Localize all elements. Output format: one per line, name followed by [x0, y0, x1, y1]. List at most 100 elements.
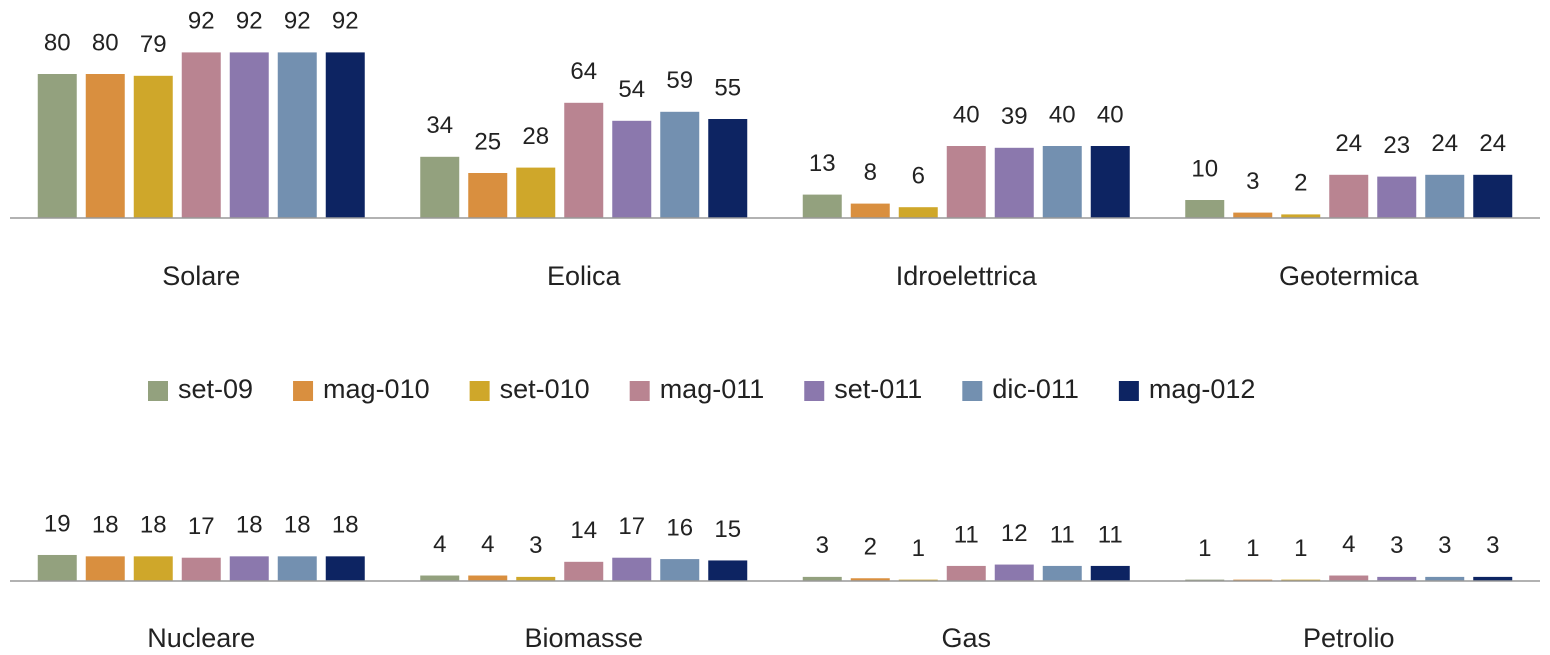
legend-swatch	[148, 381, 168, 401]
data-label: 11	[954, 521, 979, 548]
data-label: 24	[1431, 130, 1458, 157]
bar	[1377, 576, 1417, 581]
data-label: 1	[1246, 535, 1259, 562]
legend-label: set-010	[500, 374, 590, 404]
x-tick-label: Eolica	[547, 261, 622, 291]
bar	[181, 557, 221, 581]
bar	[277, 52, 317, 219]
bar	[325, 52, 365, 219]
data-label: 15	[714, 516, 741, 543]
bar	[564, 561, 604, 581]
x-tick-label: Nucleare	[147, 623, 255, 653]
bar	[802, 576, 842, 581]
bar	[1425, 576, 1465, 581]
data-label: 80	[44, 29, 71, 56]
bar	[660, 559, 700, 581]
bar	[994, 564, 1034, 581]
bar	[37, 554, 77, 581]
x-tick-label: Gas	[941, 623, 991, 653]
data-label: 3	[1246, 168, 1259, 195]
bar	[85, 74, 125, 218]
data-label: 17	[188, 513, 215, 540]
data-label: 54	[618, 76, 645, 103]
bar	[946, 146, 986, 218]
bar	[994, 147, 1034, 218]
bar	[1090, 146, 1130, 218]
data-label: 34	[426, 112, 453, 139]
bar	[229, 52, 269, 219]
bar	[708, 560, 748, 581]
legend-label: set-011	[834, 374, 922, 404]
data-label: 40	[1049, 101, 1076, 128]
data-label: 55	[714, 74, 741, 101]
data-label: 6	[912, 163, 925, 190]
bar	[708, 119, 748, 218]
data-label: 40	[953, 101, 980, 128]
legend-swatch	[804, 381, 825, 401]
bar	[1233, 212, 1273, 218]
data-label: 2	[1294, 170, 1307, 197]
data-label: 17	[618, 513, 645, 540]
bar	[516, 576, 556, 581]
bar	[229, 556, 269, 581]
bar	[468, 173, 508, 218]
bar	[564, 102, 604, 218]
bar	[325, 556, 365, 581]
legend-swatch	[293, 381, 314, 401]
bar	[1042, 146, 1082, 218]
bar	[1473, 576, 1513, 581]
bar	[1329, 174, 1369, 218]
data-label: 19	[44, 510, 71, 537]
bar	[85, 556, 125, 581]
data-label: 3	[816, 532, 829, 559]
legend-swatch	[469, 381, 490, 401]
bar	[1281, 214, 1321, 218]
data-label: 11	[1098, 521, 1123, 548]
bar	[1425, 174, 1465, 218]
data-label: 18	[236, 512, 263, 539]
data-label: 79	[140, 31, 167, 58]
data-label: 92	[284, 8, 311, 35]
data-label: 24	[1335, 130, 1362, 157]
bar	[946, 565, 986, 581]
data-label: 18	[140, 512, 167, 539]
bar	[1473, 174, 1513, 218]
bar	[1377, 176, 1417, 218]
x-tick-label: Solare	[162, 261, 240, 291]
data-label: 18	[284, 512, 311, 539]
legend-swatch	[629, 381, 650, 401]
bar	[802, 194, 842, 218]
data-label: 3	[1486, 532, 1499, 559]
data-label: 18	[92, 512, 119, 539]
bar	[612, 120, 652, 218]
legend-label: mag-011	[660, 374, 765, 404]
bar	[133, 75, 173, 218]
data-label: 1	[912, 535, 925, 562]
legend-label: mag-012	[1149, 374, 1256, 404]
bar	[1329, 575, 1369, 581]
data-label: 18	[332, 512, 359, 539]
data-label: 24	[1479, 130, 1506, 157]
bar	[1042, 565, 1082, 581]
data-label: 40	[1097, 101, 1124, 128]
data-label: 3	[1438, 532, 1451, 559]
x-tick-label: Geotermica	[1279, 261, 1420, 291]
data-label: 23	[1383, 132, 1410, 159]
bar	[37, 74, 77, 218]
bar	[1090, 565, 1130, 581]
data-label: 3	[529, 532, 542, 559]
bar	[420, 156, 460, 218]
data-label: 25	[474, 128, 501, 155]
legend-swatch	[962, 381, 983, 401]
data-label: 16	[666, 514, 693, 541]
bar	[516, 167, 556, 218]
data-label: 3	[1390, 532, 1403, 559]
bar	[850, 578, 890, 581]
data-label: 39	[1001, 103, 1028, 130]
bar	[660, 111, 700, 218]
bar	[181, 52, 221, 219]
legend-label: set-09	[178, 374, 253, 404]
data-label: 1	[1294, 535, 1307, 562]
bar	[277, 556, 317, 581]
